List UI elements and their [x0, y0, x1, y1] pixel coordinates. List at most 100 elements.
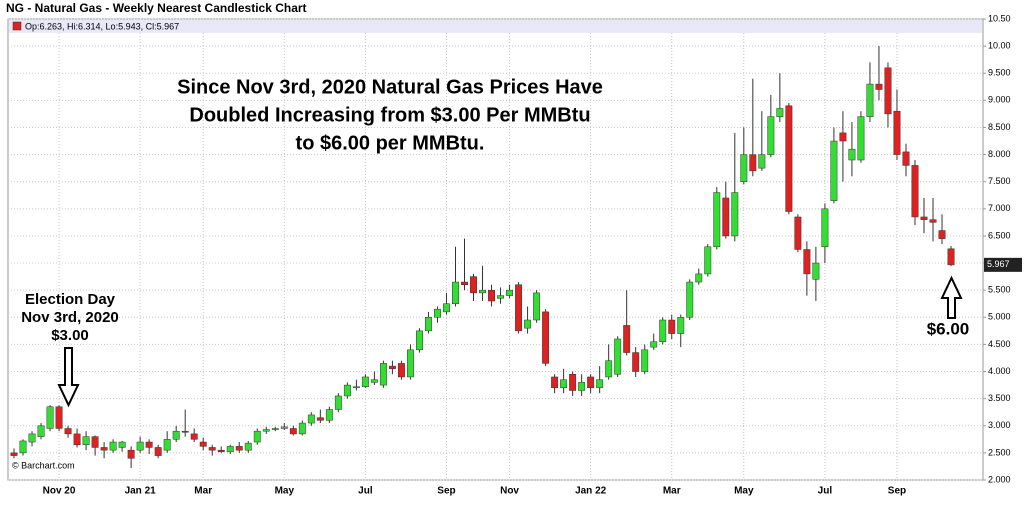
candle-body [397, 363, 405, 378]
candle-body [731, 192, 739, 237]
x-tick-label: Nov [500, 486, 519, 497]
candle-body [253, 430, 261, 443]
candle-body [280, 426, 288, 429]
candle-body [902, 151, 910, 166]
candle-body [668, 319, 676, 334]
candle-body [569, 373, 577, 391]
candle-body [199, 441, 207, 447]
candle-body [614, 338, 622, 375]
candle-body [533, 292, 541, 321]
candle-body [154, 447, 162, 456]
candle-body [235, 446, 243, 451]
candle-body [632, 352, 640, 372]
candle-body [352, 386, 360, 389]
y-tick-label: 7.500 [988, 176, 1011, 186]
candle-body [244, 442, 252, 451]
candle-body [470, 276, 477, 294]
candle-body [560, 379, 568, 389]
candle-body [884, 67, 892, 115]
y-tick-label: 9.000 [988, 95, 1011, 105]
candle-body [650, 341, 658, 348]
candle-body [497, 295, 504, 299]
candle-body [785, 105, 793, 212]
candle-body [370, 379, 378, 383]
candle-body [443, 303, 450, 313]
candle-body [136, 441, 144, 451]
x-tick-label: May [275, 486, 295, 497]
y-tick-label: 7.000 [988, 203, 1011, 213]
candle-body [866, 83, 874, 117]
y-tick-label: 4.500 [988, 339, 1011, 349]
candle-body [226, 446, 234, 453]
candle-body [298, 422, 306, 435]
candle-body [73, 433, 81, 445]
candle-body [208, 447, 216, 451]
candle-body [515, 284, 523, 332]
candle-body [55, 406, 63, 429]
x-tick-label: Jan 21 [125, 486, 157, 497]
y-tick-label: 8.000 [988, 149, 1011, 159]
election-label: Election Day [25, 291, 116, 308]
candle-body [749, 154, 757, 172]
candle-body [64, 428, 72, 435]
candle-body [109, 441, 117, 451]
candle-body [19, 440, 27, 454]
down-arrow [57, 347, 80, 408]
candle-body [127, 449, 135, 459]
candle-body [172, 430, 180, 440]
x-tick-label: Jan 22 [575, 486, 607, 497]
candle-body [10, 452, 18, 456]
election-label: Nov 3rd, 2020 [21, 309, 119, 326]
candle-body [334, 395, 342, 410]
candle-body [848, 148, 856, 161]
x-tick-label: Sep [888, 486, 906, 497]
candle-body [325, 409, 333, 421]
candle-body [929, 219, 937, 223]
candle-body [379, 363, 387, 386]
candle-body [434, 308, 441, 318]
candle-body [82, 436, 90, 445]
plot-area [7, 18, 984, 481]
candle-body [145, 441, 153, 448]
last-price-box [984, 257, 1022, 272]
annotation: Doubled Increasing from $3.00 Per MMBtu [189, 104, 590, 126]
y-tick-label: 5.500 [988, 285, 1011, 295]
y-tick-label: 3.500 [988, 393, 1011, 403]
candle-body [740, 154, 748, 182]
legend-marker [12, 21, 22, 31]
annotation: Since Nov 3rd, 2020 Natural Gas Prices H… [177, 76, 603, 98]
candle-body [388, 365, 396, 370]
candle-body [578, 382, 586, 391]
grid [8, 18, 983, 481]
y-tick-label: 10.00 [988, 40, 1011, 50]
y-tick-label: 8.500 [988, 122, 1011, 132]
candle-body [28, 433, 36, 443]
candles [10, 46, 955, 469]
candle-body [289, 428, 297, 435]
y-tick-label: 9.500 [988, 68, 1011, 78]
y-tick-label: 2.000 [988, 474, 1011, 484]
candle-body [677, 317, 685, 334]
candle-body [722, 197, 730, 237]
candle-body [659, 319, 667, 342]
candle-body [893, 110, 901, 155]
candle-body [920, 216, 928, 220]
candle-body [821, 208, 829, 248]
candle-body [361, 376, 369, 387]
annotation: to $6.00 per MMBtu. [296, 132, 485, 154]
last-price-label: 5.967 [987, 259, 1010, 269]
candle-body [343, 384, 351, 397]
chart-title: NG - Natural Gas - Weekly Nearest Candle… [6, 1, 307, 15]
legend-text: Op:6.263, Hi:6.314, Lo:5.943, Cl:5.967 [25, 21, 179, 31]
y-tick-label: 3.000 [988, 420, 1011, 430]
up-arrow [940, 275, 963, 319]
end-label: $6.00 [927, 319, 970, 338]
credit: © Barchart.com [12, 460, 75, 470]
candle-body [406, 349, 414, 378]
y-tick-label: 10.50 [988, 13, 1011, 23]
candle-body [911, 165, 919, 218]
candle-body [812, 262, 820, 280]
y-tick-label: 6.500 [988, 230, 1011, 240]
candle-body [605, 360, 613, 378]
x-tick-label: Mar [663, 486, 681, 497]
